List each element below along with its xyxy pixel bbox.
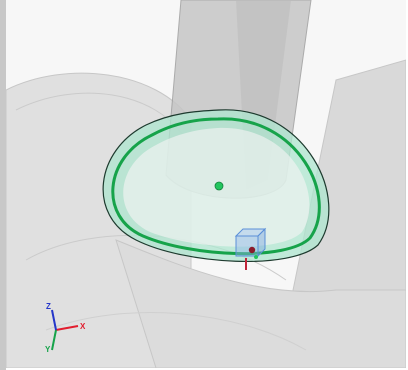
3d-viewport[interactable]: X Y Z: [6, 0, 406, 368]
z-axis-line: [51, 309, 57, 331]
selection-anchor-green: [254, 255, 258, 259]
loop-path[interactable]: [111, 117, 321, 255]
center-point[interactable]: [214, 181, 224, 191]
surface-arc-3: [45, 312, 307, 351]
x-axis-label: X: [80, 322, 86, 331]
selection-anchor[interactable]: [248, 246, 256, 254]
y-axis-line: [51, 329, 57, 351]
x-axis-line: [55, 325, 79, 331]
selection-box-front[interactable]: [235, 235, 259, 257]
axis-triad: X Y Z: [45, 302, 86, 354]
window-edge: [0, 0, 6, 370]
viewport-canvas[interactable]: X Y Z: [6, 0, 406, 368]
pipe-body[interactable]: [6, 59, 406, 368]
z-axis-label: Z: [46, 302, 51, 311]
y-axis-label: Y: [45, 345, 51, 354]
selection-box[interactable]: [234, 227, 267, 270]
selection-box-side: [257, 227, 266, 258]
pipe-body-lower[interactable]: [115, 239, 406, 368]
